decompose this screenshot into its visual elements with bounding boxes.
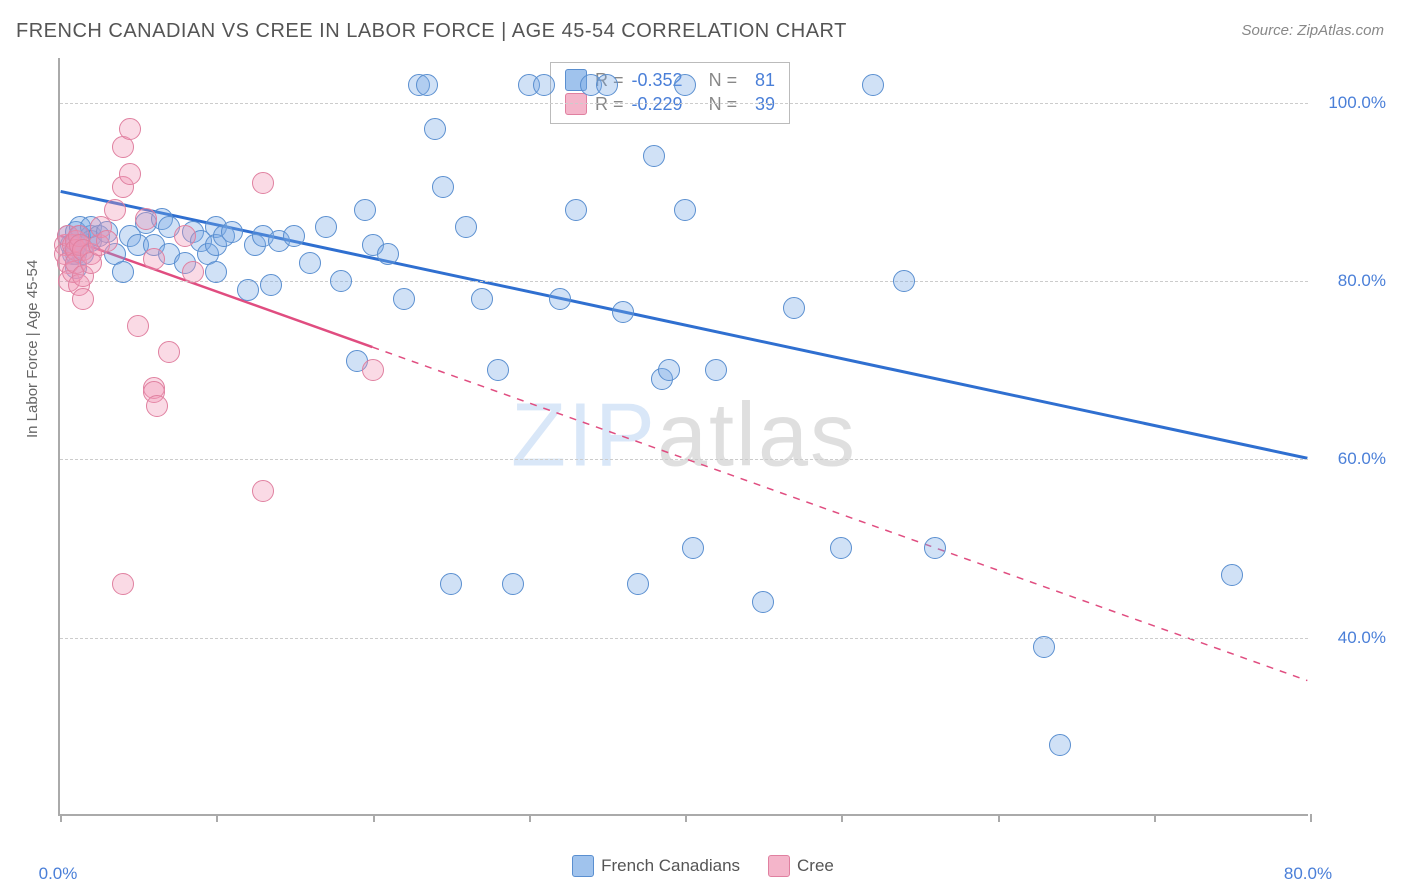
data-point xyxy=(182,261,204,283)
data-point xyxy=(432,176,454,198)
legend-r-value: -0.229 xyxy=(632,94,683,115)
data-point xyxy=(112,261,134,283)
data-point xyxy=(237,279,259,301)
data-point xyxy=(393,288,415,310)
data-point xyxy=(330,270,352,292)
data-point xyxy=(146,395,168,417)
data-point xyxy=(221,221,243,243)
legend-swatch xyxy=(565,93,587,115)
gridline xyxy=(60,103,1308,104)
legend-item: French Canadians xyxy=(572,855,740,877)
legend-label: Cree xyxy=(797,856,834,876)
x-tick xyxy=(216,814,218,822)
data-point xyxy=(252,172,274,194)
y-axis-label: In Labor Force | Age 45-54 xyxy=(24,260,41,438)
x-tick xyxy=(60,814,62,822)
data-point xyxy=(127,315,149,337)
data-point xyxy=(119,163,141,185)
legend-n-label: N = xyxy=(709,94,738,115)
data-point xyxy=(893,270,915,292)
data-point xyxy=(565,199,587,221)
y-tick-label: 100.0% xyxy=(1328,93,1386,113)
data-point xyxy=(705,359,727,381)
data-point xyxy=(924,537,946,559)
data-point xyxy=(158,341,180,363)
data-point xyxy=(1033,636,1055,658)
legend-n-value: 39 xyxy=(745,94,775,115)
data-point xyxy=(143,248,165,270)
x-tick xyxy=(373,814,375,822)
legend-label: French Canadians xyxy=(601,856,740,876)
gridline xyxy=(60,638,1308,639)
data-point xyxy=(362,359,384,381)
scatter-plot: ZIPatlas R =-0.352N =81R =-0.229N =39 xyxy=(58,58,1308,816)
data-point xyxy=(424,118,446,140)
source-label: Source: ZipAtlas.com xyxy=(1241,22,1384,39)
data-point xyxy=(682,537,704,559)
chart-title: FRENCH CANADIAN VS CREE IN LABOR FORCE |… xyxy=(16,20,847,43)
data-point xyxy=(1049,734,1071,756)
data-point xyxy=(135,208,157,230)
data-point xyxy=(862,74,884,96)
legend-r-label: R = xyxy=(595,94,624,115)
data-point xyxy=(72,288,94,310)
data-point xyxy=(674,199,696,221)
data-point xyxy=(104,199,126,221)
data-point xyxy=(260,274,282,296)
legend-swatch xyxy=(572,855,594,877)
data-point xyxy=(596,74,618,96)
x-tick-label: 80.0% xyxy=(1284,864,1332,884)
x-tick xyxy=(841,814,843,822)
data-point xyxy=(416,74,438,96)
data-point xyxy=(612,301,634,323)
trend-line xyxy=(61,191,1308,458)
data-point xyxy=(377,243,399,265)
y-tick-label: 40.0% xyxy=(1338,628,1386,648)
data-point xyxy=(502,573,524,595)
data-point xyxy=(205,261,227,283)
data-point xyxy=(283,225,305,247)
data-point xyxy=(487,359,509,381)
legend-swatch xyxy=(768,855,790,877)
legend-n-value: 81 xyxy=(745,70,775,91)
data-point xyxy=(674,74,696,96)
trend-lines-svg xyxy=(60,58,1308,814)
data-point xyxy=(783,297,805,319)
data-point xyxy=(533,74,555,96)
data-point xyxy=(440,573,462,595)
gridline xyxy=(60,459,1308,460)
data-point xyxy=(658,359,680,381)
data-point xyxy=(1221,564,1243,586)
y-tick-label: 80.0% xyxy=(1338,271,1386,291)
data-point xyxy=(471,288,493,310)
data-point xyxy=(354,199,376,221)
data-point xyxy=(299,252,321,274)
legend-n-label: N = xyxy=(709,70,738,91)
x-tick xyxy=(998,814,1000,822)
data-point xyxy=(455,216,477,238)
y-tick-label: 60.0% xyxy=(1338,449,1386,469)
data-point xyxy=(627,573,649,595)
data-point xyxy=(119,118,141,140)
trend-line-dashed xyxy=(372,347,1307,681)
data-point xyxy=(549,288,571,310)
legend-row: R = -0.229 N = 39 xyxy=(565,93,775,115)
x-tick xyxy=(1154,814,1156,822)
data-point xyxy=(830,537,852,559)
data-point xyxy=(752,591,774,613)
data-point xyxy=(174,225,196,247)
x-tick-label: 0.0% xyxy=(39,864,78,884)
data-point xyxy=(252,480,274,502)
data-point xyxy=(112,573,134,595)
x-tick xyxy=(1310,814,1312,822)
watermark: ZIPatlas xyxy=(511,385,857,488)
series-legend: French Canadians Cree xyxy=(0,855,1406,882)
data-point xyxy=(315,216,337,238)
legend-item: Cree xyxy=(768,855,834,877)
data-point xyxy=(643,145,665,167)
data-point xyxy=(96,230,118,252)
x-tick xyxy=(685,814,687,822)
x-tick xyxy=(529,814,531,822)
